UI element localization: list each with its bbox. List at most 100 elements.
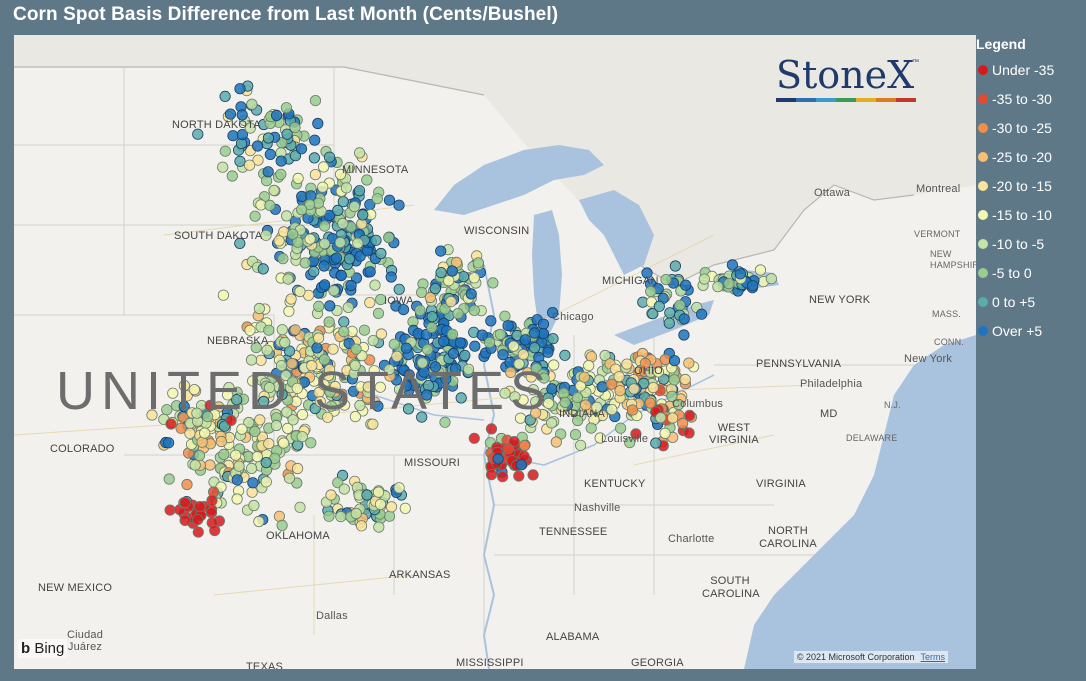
basis-point[interactable]: [246, 486, 258, 498]
basis-point[interactable]: [323, 316, 335, 328]
basis-point[interactable]: [289, 122, 301, 134]
basis-point[interactable]: [385, 501, 398, 513]
basis-point[interactable]: [393, 482, 405, 494]
basis-point[interactable]: [253, 515, 265, 528]
basis-point[interactable]: [252, 140, 264, 152]
basis-point[interactable]: [258, 395, 270, 408]
basis-point[interactable]: [217, 289, 229, 301]
basis-point[interactable]: [372, 400, 384, 412]
basis-point[interactable]: [352, 237, 364, 249]
basis-point[interactable]: [292, 236, 304, 248]
basis-point[interactable]: [383, 194, 396, 206]
basis-point[interactable]: [429, 283, 441, 295]
basis-point[interactable]: [350, 507, 362, 520]
basis-point[interactable]: [236, 129, 248, 141]
basis-point[interactable]: [650, 437, 662, 449]
basis-point[interactable]: [192, 526, 204, 538]
basis-point[interactable]: [248, 499, 260, 512]
basis-point[interactable]: [309, 94, 322, 107]
basis-point[interactable]: [318, 238, 331, 250]
basis-point[interactable]: [439, 303, 451, 315]
basis-point[interactable]: [674, 299, 686, 311]
basis-point[interactable]: [546, 306, 559, 319]
basis-point[interactable]: [328, 285, 340, 297]
legend-item[interactable]: -15 to -10: [976, 200, 1086, 229]
basis-point[interactable]: [245, 354, 258, 366]
basis-point[interactable]: [294, 501, 306, 513]
basis-point[interactable]: [369, 279, 381, 291]
basis-point[interactable]: [374, 381, 386, 393]
basis-point[interactable]: [585, 422, 597, 434]
basis-point[interactable]: [318, 379, 330, 391]
basis-point[interactable]: [222, 389, 234, 401]
basis-point[interactable]: [421, 343, 434, 356]
basis-point[interactable]: [372, 307, 385, 319]
basis-point[interactable]: [628, 383, 640, 395]
basis-point[interactable]: [624, 436, 636, 449]
terms-link[interactable]: Terms: [920, 652, 946, 662]
basis-point[interactable]: [429, 361, 441, 373]
basis-point[interactable]: [605, 378, 618, 390]
basis-point[interactable]: [209, 524, 221, 537]
basis-point[interactable]: [253, 302, 265, 315]
basis-point[interactable]: [282, 422, 294, 434]
basis-point[interactable]: [353, 185, 366, 197]
basis-point[interactable]: [338, 325, 350, 338]
basis-point[interactable]: [227, 130, 239, 142]
basis-point[interactable]: [372, 486, 385, 498]
basis-point[interactable]: [364, 266, 376, 278]
basis-point[interactable]: [669, 260, 682, 272]
basis-point[interactable]: [263, 437, 275, 450]
basis-point[interactable]: [391, 350, 403, 362]
basis-point[interactable]: [370, 234, 382, 246]
basis-point[interactable]: [362, 381, 374, 393]
basis-point[interactable]: [502, 320, 514, 332]
basis-point[interactable]: [233, 460, 245, 472]
basis-point[interactable]: [641, 267, 653, 279]
basis-point[interactable]: [440, 373, 452, 385]
basis-point[interactable]: [283, 472, 296, 484]
basis-point[interactable]: [559, 396, 571, 408]
basis-point[interactable]: [424, 291, 436, 304]
basis-point[interactable]: [311, 342, 323, 354]
basis-point[interactable]: [492, 453, 504, 465]
basis-point[interactable]: [234, 83, 246, 95]
basis-point[interactable]: [367, 334, 379, 347]
legend-item[interactable]: -20 to -15: [976, 171, 1086, 200]
basis-point[interactable]: [178, 379, 190, 392]
basis-point[interactable]: [219, 145, 231, 157]
basis-point[interactable]: [276, 388, 288, 400]
basis-point[interactable]: [348, 200, 361, 213]
basis-point[interactable]: [250, 341, 262, 354]
basis-point[interactable]: [323, 363, 336, 376]
basis-point[interactable]: [537, 318, 550, 330]
basis-point[interactable]: [373, 521, 385, 533]
basis-point[interactable]: [550, 436, 562, 448]
basis-point[interactable]: [306, 360, 318, 372]
basis-point[interactable]: [260, 456, 272, 469]
basis-point[interactable]: [279, 336, 291, 349]
basis-point[interactable]: [325, 489, 337, 501]
basis-point[interactable]: [659, 427, 671, 439]
basis-point[interactable]: [295, 143, 308, 155]
basis-point[interactable]: [666, 412, 679, 424]
basis-point[interactable]: [337, 217, 349, 230]
basis-point[interactable]: [558, 387, 570, 399]
basis-point[interactable]: [335, 510, 347, 523]
basis-point[interactable]: [191, 407, 203, 419]
basis-point[interactable]: [276, 324, 288, 336]
basis-point[interactable]: [234, 237, 246, 249]
basis-point[interactable]: [508, 435, 520, 448]
basis-point[interactable]: [283, 305, 295, 317]
basis-point[interactable]: [357, 209, 369, 221]
basis-point[interactable]: [318, 279, 331, 291]
basis-point[interactable]: [261, 344, 273, 356]
basis-point[interactable]: [374, 498, 387, 510]
basis-point[interactable]: [317, 181, 329, 193]
basis-point[interactable]: [647, 308, 659, 320]
basis-point[interactable]: [204, 399, 216, 411]
basis-point[interactable]: [765, 273, 778, 285]
basis-point[interactable]: [350, 272, 363, 284]
basis-point[interactable]: [614, 385, 626, 397]
basis-point[interactable]: [383, 363, 395, 376]
